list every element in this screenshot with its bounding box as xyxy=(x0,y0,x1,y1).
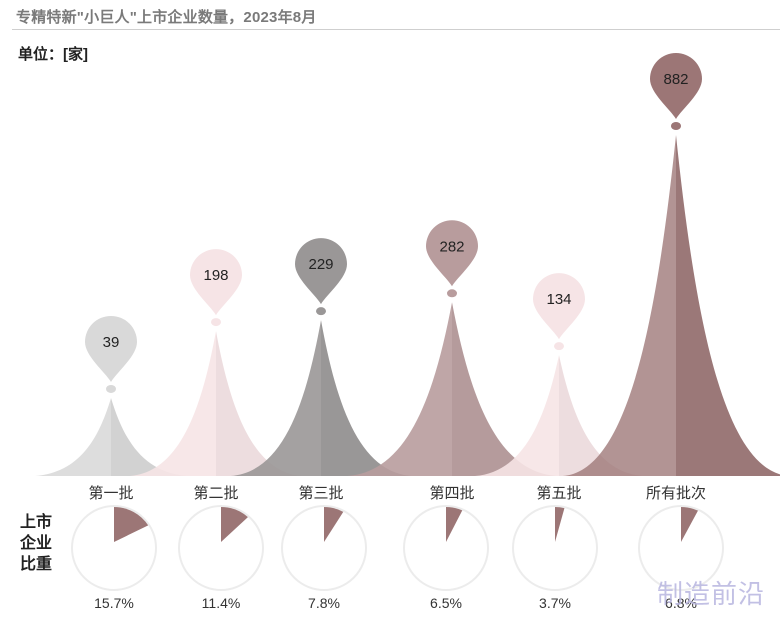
value-label-2: 198 xyxy=(203,267,228,284)
category-label-2: 第二批 xyxy=(193,484,238,502)
peak-1 xyxy=(35,397,187,476)
pie-row-label: 上市 企业 比重 xyxy=(20,512,60,575)
category-label-1: 第一批 xyxy=(88,484,133,502)
value-pin-5 xyxy=(533,273,585,340)
category-label-6: 所有批次 xyxy=(646,485,706,502)
pie-row-label-line2: 企业 xyxy=(20,535,53,552)
value-pin-4 xyxy=(426,220,478,287)
pin-dot-1 xyxy=(106,384,116,393)
peak-2 xyxy=(129,331,303,476)
pie-percent-3: 7.8% xyxy=(308,595,340,611)
value-pin-6 xyxy=(650,53,702,119)
pin-dot-3 xyxy=(316,307,326,316)
value-pin-1 xyxy=(85,315,137,382)
value-pin-3 xyxy=(295,238,347,305)
pie-5 xyxy=(512,505,598,591)
peak-5 xyxy=(475,355,643,476)
pie-1 xyxy=(71,505,157,591)
pie-percent-6: 6.8% xyxy=(665,595,697,611)
value-pin-2 xyxy=(190,249,242,316)
pie-percent-4: 6.5% xyxy=(430,595,462,611)
pin-dot-5 xyxy=(554,342,564,351)
pie-6 xyxy=(638,505,724,591)
pie-row-label-line3: 比重 xyxy=(20,556,53,573)
pie-row-label-line1: 上市 xyxy=(20,514,53,531)
value-label-5: 134 xyxy=(546,291,571,308)
pie-percent-2: 11.4% xyxy=(202,595,241,611)
pin-dot-6 xyxy=(671,122,681,130)
category-label-5: 第五批 xyxy=(536,484,581,502)
pie-percent-5: 3.7% xyxy=(539,595,571,611)
category-label-3: 第三批 xyxy=(298,484,343,502)
value-label-1: 39 xyxy=(103,334,120,351)
peak-4 xyxy=(347,302,557,476)
value-label-3: 229 xyxy=(308,256,333,273)
unit-label: 单位：[家] xyxy=(18,46,88,63)
value-label-6: 882 xyxy=(663,71,688,88)
pie-percent-1: 15.7% xyxy=(94,595,134,611)
peaks-layer xyxy=(35,135,780,476)
pie-3 xyxy=(281,505,367,591)
pin-dot-2 xyxy=(211,318,221,327)
title-divider xyxy=(12,29,780,30)
value-label-4: 282 xyxy=(439,238,464,255)
chart-title: 专精特新"小巨人"上市企业数量，2023年8月 xyxy=(16,9,317,26)
pie-2 xyxy=(178,505,264,591)
pie-4 xyxy=(403,505,489,591)
peak-3 xyxy=(230,320,412,476)
category-label-4: 第四批 xyxy=(429,484,474,502)
peak-6 xyxy=(562,135,780,476)
pin-dot-4 xyxy=(447,289,457,298)
watermark: 制造前沿 xyxy=(657,580,766,610)
